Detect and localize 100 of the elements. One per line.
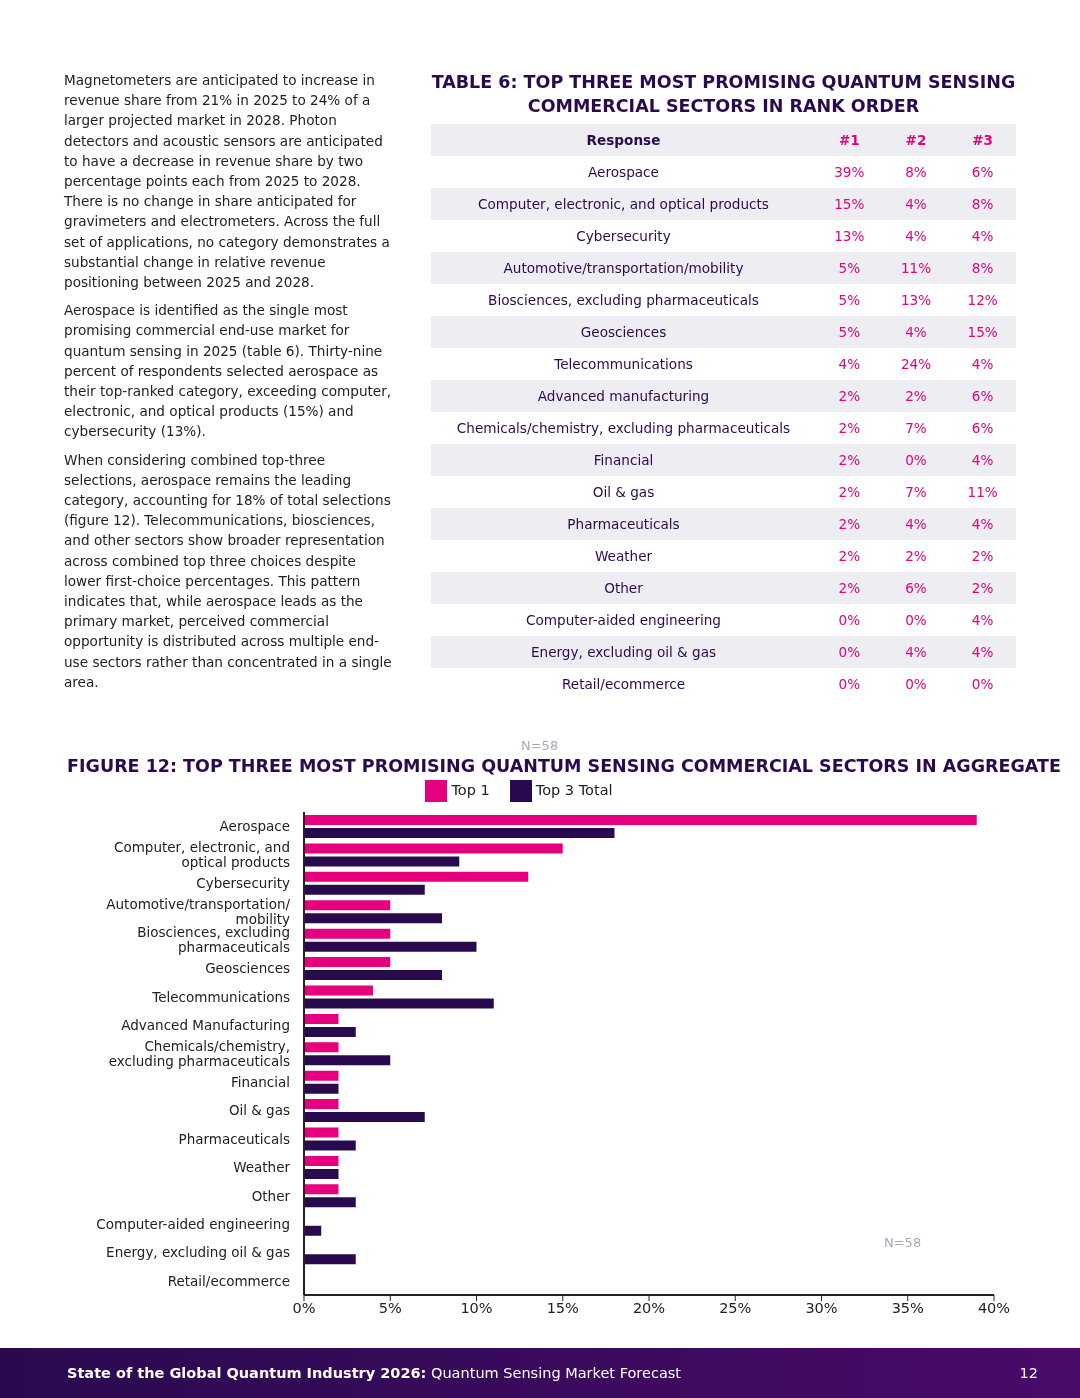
data-label: 8% xyxy=(970,259,995,278)
text: #1 xyxy=(837,131,861,150)
chart-title: FIGURE 12: TOP THREE MOST PROMISING QUANTUM SENSING COMMERCIAL SECTORS IN AGGREGATE xyxy=(66,756,1062,776)
category-label: Telecommunications xyxy=(553,355,694,374)
bar xyxy=(304,1168,339,1179)
category-label: Oil & gas xyxy=(591,483,656,502)
bar xyxy=(304,1254,356,1265)
data-label: 2% xyxy=(837,579,862,598)
data-label: 4% xyxy=(904,227,928,246)
data-label: 2% xyxy=(837,515,862,534)
data-label: 13% xyxy=(833,227,866,246)
data-label: 4% xyxy=(970,451,995,470)
text: #3 xyxy=(971,131,995,150)
category-label: Pharmaceuticals xyxy=(566,515,681,534)
text: Aerospace is identified as the single most promising commercial end-use market for quantum sensing in 2025 (table 6). Thirty-nine percent of respondents selected aerospace as their top-ranked category, exceeding computer, electronic, and optical products (15%) and cybersecurity (13%). xyxy=(64,301,393,442)
data-label: 5% xyxy=(837,259,862,278)
data-label: 4% xyxy=(970,515,995,534)
bar xyxy=(304,1112,425,1123)
data-label: 6% xyxy=(970,419,995,438)
data-label: 15% xyxy=(966,323,999,342)
data-label: 4% xyxy=(904,323,928,342)
data-label: 4% xyxy=(904,643,928,662)
bar xyxy=(304,1013,339,1024)
data-label: 0% xyxy=(904,675,928,694)
category-label: Computer, electronic, and optical products xyxy=(477,195,770,214)
data-label: 4% xyxy=(904,515,928,534)
data-label: 2% xyxy=(837,387,862,406)
y-tick-label: Cybersecurity xyxy=(196,875,290,892)
bar xyxy=(304,884,425,895)
category-label: Retail/ecommerce xyxy=(560,675,687,694)
bar xyxy=(304,871,529,882)
data-label: 11% xyxy=(966,483,999,502)
category-label: Weather xyxy=(593,547,654,566)
data-label: 7% xyxy=(904,483,928,502)
data-label: 4% xyxy=(904,195,928,214)
data-label: 4% xyxy=(970,611,995,630)
data-label: 6% xyxy=(970,387,995,406)
bar xyxy=(304,1127,339,1138)
data-label: 0% xyxy=(837,611,862,630)
category-label: Energy, excluding oil & gas xyxy=(529,643,718,662)
text: TABLE 6: TOP THREE MOST PROMISING QUANTUM SENSING COMMERCIAL SECTORS IN RANK ORDER xyxy=(431,71,1016,118)
data-label: 11% xyxy=(899,259,933,278)
bar xyxy=(304,998,494,1009)
data-label: 15% xyxy=(833,195,866,214)
x-tick-label: 10% xyxy=(460,1300,493,1317)
data-label: 0% xyxy=(837,675,862,694)
data-label: 0% xyxy=(904,451,928,470)
y-tick-label: Computer, electronic, and optical products xyxy=(114,839,290,871)
data-label: 13% xyxy=(899,291,933,310)
category-label: Financial xyxy=(592,451,655,470)
y-tick-label: Advanced Manufacturing xyxy=(121,1017,290,1034)
bar xyxy=(304,815,977,825)
text: N=58 xyxy=(521,738,559,753)
data-label: 0% xyxy=(970,675,995,694)
bar xyxy=(304,1184,339,1195)
data-label: 4% xyxy=(837,355,862,374)
data-label: 6% xyxy=(970,163,995,182)
x-tick-label: 30% xyxy=(805,1300,838,1317)
data-label: 0% xyxy=(904,611,928,630)
data-label: 2% xyxy=(837,483,862,502)
category-label: Computer-aided engineering xyxy=(525,611,722,630)
category-label: Aerospace xyxy=(587,163,660,182)
bar xyxy=(304,1099,339,1110)
category-label: Automotive/transportation/mobility xyxy=(502,259,745,278)
category-label: Cybersecurity xyxy=(575,227,672,246)
legend-label: Top 3 Total xyxy=(535,782,613,798)
y-tick-label: Computer-aided engineering xyxy=(96,1215,290,1232)
y-tick-label: Weather xyxy=(233,1159,291,1176)
bar xyxy=(304,1070,339,1081)
text: 12 xyxy=(1019,1365,1038,1381)
bar xyxy=(304,928,391,939)
data-label: 39% xyxy=(833,163,866,182)
data-label: 24% xyxy=(899,355,933,374)
bar xyxy=(304,828,615,838)
text: Quantum Sensing Market Forecast xyxy=(431,1365,682,1381)
data-label: 5% xyxy=(837,323,862,342)
y-tick-label: Aerospace xyxy=(219,818,290,835)
bar xyxy=(304,1055,391,1066)
text: Magnetometers are anticipated to increase in revenue share from 21% in 2025 to 24% of a larger projected market in 2028. Photon detectors and acoustic sensors are anticipated to have a decrease in revenue share by two percentage points each from 2025 to 2028. There is no change in share anticipated for gravimeters and electrometers. Across the full set of applications, no category demonstrates a substantial change in relative revenue positioning between 2025 and 2028. xyxy=(64,72,390,291)
y-tick-label: Automotive/transportation/ mobility xyxy=(106,895,291,927)
data-label: 4% xyxy=(970,643,995,662)
y-tick-label: Geosciences xyxy=(205,960,290,977)
bar xyxy=(304,1083,339,1094)
bar xyxy=(304,1155,339,1166)
x-tick-label: 5% xyxy=(378,1300,402,1317)
data-label: 12% xyxy=(966,291,999,310)
x-tick-label: 40% xyxy=(977,1300,1011,1317)
category-label: Other xyxy=(603,579,644,598)
data-label: 2% xyxy=(970,547,995,566)
data-label: 2% xyxy=(904,547,928,566)
bar xyxy=(304,1026,356,1037)
data-label: 4% xyxy=(970,227,995,246)
data-label: 2% xyxy=(837,419,862,438)
bar xyxy=(304,843,563,854)
bar xyxy=(304,1225,322,1236)
data-label: 5% xyxy=(837,291,862,310)
bar xyxy=(304,1042,339,1053)
data-label: 2% xyxy=(837,547,862,566)
bar xyxy=(304,957,391,968)
data-label: 8% xyxy=(970,195,995,214)
